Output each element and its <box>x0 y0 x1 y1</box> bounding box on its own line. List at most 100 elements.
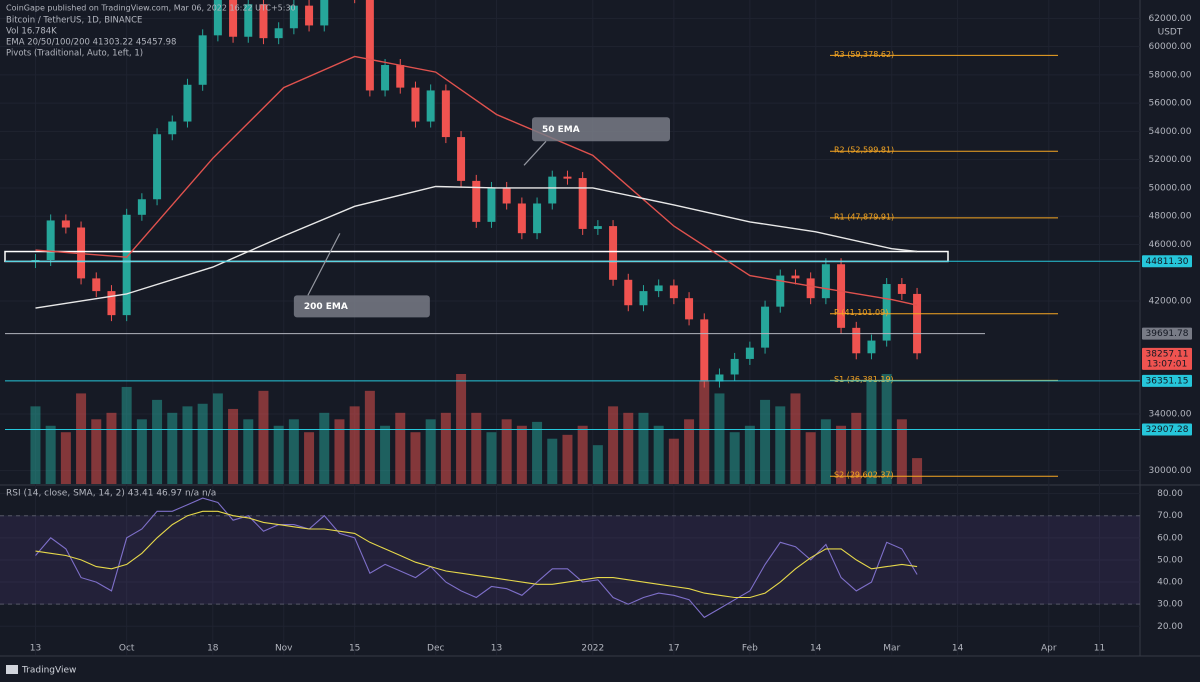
volume-bar <box>288 419 299 484</box>
volume-bar <box>364 390 375 484</box>
volume-bar <box>896 419 907 484</box>
volume-bar <box>243 419 254 484</box>
y-tick-label: 62000.00 <box>1149 14 1192 24</box>
volume-bar <box>121 386 132 484</box>
y-tick-label: 46000.00 <box>1149 240 1192 250</box>
volume-bar <box>425 419 436 484</box>
volume-bar <box>197 403 208 484</box>
volume-bar <box>91 419 102 484</box>
legend-line: Bitcoin / TetherUS, 1D, BINANCE <box>6 16 142 26</box>
legend-line: EMA 20/50/100/200 41303.22 45457.98 <box>6 38 176 48</box>
legend-line: Vol 16.784K <box>6 27 57 37</box>
volume-bar <box>592 445 603 484</box>
candle-body <box>897 284 906 294</box>
candle-body <box>913 293 922 354</box>
volume-bar <box>547 438 558 484</box>
candle-body <box>867 340 876 354</box>
annotation-leader <box>307 233 341 296</box>
y-tick-label: 54000.00 <box>1149 127 1192 137</box>
volume-bar <box>167 412 178 484</box>
volume-bar <box>760 399 771 484</box>
candle-body <box>776 275 785 307</box>
candle-body <box>578 178 587 229</box>
volume-bar <box>562 434 573 484</box>
price-badge <box>1142 255 1192 268</box>
volume-bar <box>653 425 664 484</box>
y-tick-label: 42000.00 <box>1149 296 1192 306</box>
volume-bar <box>228 408 239 484</box>
candle-body <box>761 306 770 348</box>
volume-bar <box>775 406 786 484</box>
y-tick-label: 30000.00 <box>1149 466 1192 476</box>
rsi-line <box>35 497 918 619</box>
price-badge-label: 38257.11 <box>1146 349 1189 359</box>
pivot-label: R2 (52,599.81) <box>834 146 894 155</box>
volume-bar <box>638 412 649 484</box>
candle-body <box>517 203 526 234</box>
ema-line <box>35 55 918 306</box>
rsi-tick-label: 30.00 <box>1157 600 1183 610</box>
volume-bar <box>182 406 193 484</box>
pivot-label: R3 (59,378.62) <box>834 50 894 59</box>
y-tick-label: 58000.00 <box>1149 70 1192 80</box>
candle-body <box>289 5 298 29</box>
price-axis <box>1140 0 1200 655</box>
candle-body <box>548 176 557 204</box>
candle-body <box>61 220 70 228</box>
volume-bar <box>334 419 345 484</box>
volume-bar <box>805 432 816 484</box>
volume-bar <box>273 425 284 484</box>
x-tick-label: 13 <box>491 644 502 654</box>
candle-body <box>730 358 739 375</box>
candle-body <box>305 5 314 26</box>
volume-bar <box>684 419 695 484</box>
candle-body <box>92 278 101 292</box>
y-tick-label: 48000.00 <box>1149 212 1192 222</box>
ema-line <box>35 185 918 309</box>
pivot-label: P (41,101.09) <box>834 308 888 317</box>
candle-body <box>153 134 162 200</box>
volume-bar <box>820 419 831 484</box>
rsi-tick-label: 40.00 <box>1157 578 1183 588</box>
y-tick-label: 56000.00 <box>1149 99 1192 109</box>
candle-body <box>806 278 815 299</box>
x-tick-label: 14 <box>952 644 964 654</box>
annotation-text: 50 EMA <box>542 125 580 135</box>
x-tick-label: Feb <box>742 644 758 654</box>
candle-body <box>107 291 116 316</box>
price-badge <box>1142 423 1192 436</box>
price-badge-label: 36351.15 <box>1146 376 1189 386</box>
main-panel: R3 (59,378.62) R2 (52,599.81) R1 (47,879.9… <box>4 0 1140 484</box>
rsi-tick-label: 70.00 <box>1157 511 1183 521</box>
x-tick-label: Apr <box>1041 644 1057 654</box>
volume-bar <box>532 421 543 484</box>
volume-bar <box>471 412 482 484</box>
candle-body <box>624 279 633 306</box>
candle-body <box>791 275 800 279</box>
price-badge <box>1142 327 1192 340</box>
candle-body <box>472 180 481 222</box>
header: CoinGape published on TradingView.com, M… <box>6 4 296 13</box>
volume-bar <box>440 412 451 484</box>
volume-bar <box>577 425 588 484</box>
candle-body <box>320 0 329 26</box>
candle-body <box>654 285 663 292</box>
price-badge-timer: 13:07:01 <box>1147 359 1187 369</box>
pivot-label: S1 (36,381.19) <box>834 375 894 384</box>
candle-body <box>609 226 618 280</box>
candle-body <box>563 176 572 179</box>
rsi-legend: RSI (14, close, SMA, 14, 2) 43.41 46.97 … <box>6 489 216 499</box>
candle-body <box>745 347 754 359</box>
x-tick-label: Oct <box>119 644 135 654</box>
annotation-leader <box>523 140 547 166</box>
x-tick-label: 2022 <box>581 644 604 654</box>
volume-bar <box>152 399 163 484</box>
candle-body <box>229 0 238 37</box>
volume-bar <box>30 406 41 484</box>
candle-body <box>183 84 192 122</box>
x-tick-label: Nov <box>275 644 293 654</box>
candle-body <box>837 264 846 328</box>
candle-body <box>441 90 450 138</box>
volume-bar <box>258 390 269 484</box>
legend-line: Pivots (Traditional, Auto, 1eft, 1) <box>6 49 143 59</box>
